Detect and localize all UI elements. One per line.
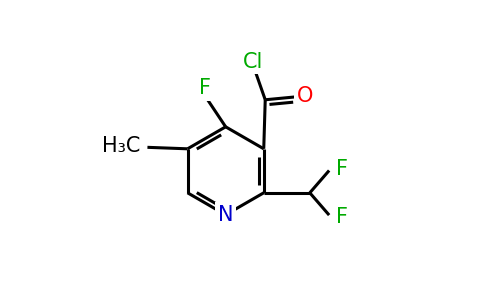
Text: H₃C: H₃C	[102, 136, 140, 156]
Text: Cl: Cl	[243, 52, 263, 72]
Text: O: O	[297, 86, 313, 106]
Text: F: F	[336, 159, 348, 179]
Text: F: F	[199, 78, 211, 98]
Text: F: F	[336, 207, 348, 226]
Text: N: N	[218, 205, 233, 225]
